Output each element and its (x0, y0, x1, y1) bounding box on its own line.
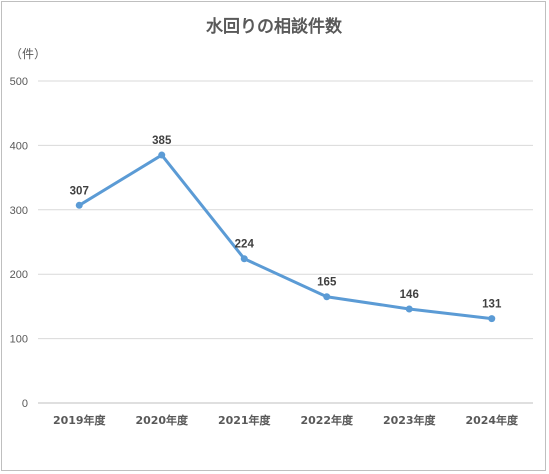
series-line (77, 153, 494, 321)
data-label: 146 (400, 289, 419, 301)
y-tick-label: 100 (10, 334, 28, 346)
y-tick-label: 300 (10, 205, 28, 217)
data-label: 385 (152, 135, 172, 147)
y-tick-label: 200 (10, 269, 28, 281)
y-axis-unit-label: （件） (10, 47, 46, 61)
data-point (488, 315, 496, 323)
x-tick-label: 2019年度 (53, 413, 107, 427)
data-point (158, 151, 166, 159)
y-tick-label: 500 (10, 76, 28, 88)
x-tick-label: 2023年度 (383, 413, 437, 427)
data-point (323, 293, 331, 301)
data-label: 224 (235, 239, 255, 251)
x-tick-label: 2024年度 (465, 413, 519, 427)
data-point (405, 305, 413, 313)
x-tick-label: 2022年度 (300, 413, 354, 427)
data-point (240, 255, 248, 263)
y-tick-label: 400 (10, 140, 28, 152)
x-tick-label: 2021年度 (218, 413, 272, 427)
data-point (75, 201, 83, 209)
x-tick-label: 2020年度 (135, 413, 189, 427)
chart-title: 水回りの相談件数 (206, 16, 343, 37)
y-tick-label: 0 (22, 398, 28, 410)
data-label: 131 (482, 299, 502, 311)
data-label: 307 (70, 185, 89, 197)
data-label: 165 (317, 277, 337, 289)
